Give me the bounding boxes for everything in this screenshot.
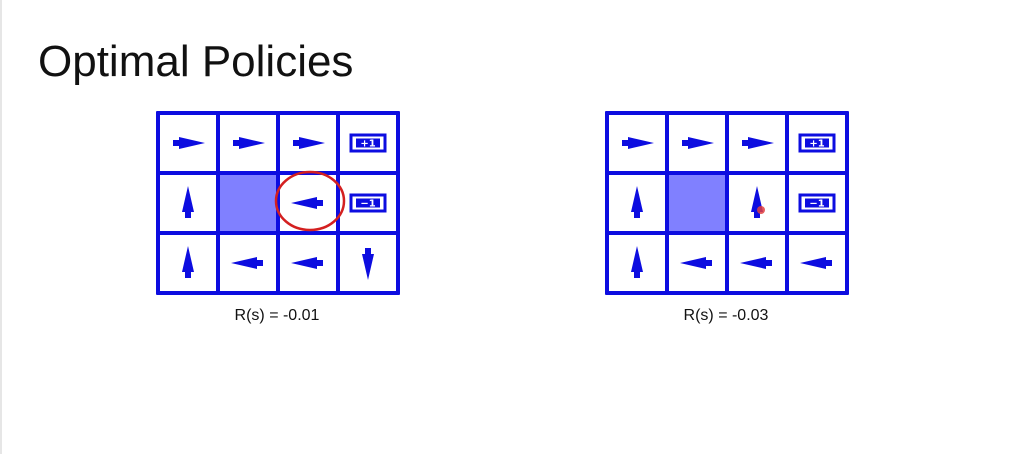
reward-label: +1 (360, 139, 375, 150)
reward-label: −1 (809, 199, 824, 210)
grid-cell-r0-c2 (742, 137, 774, 149)
grid-cell-r0-c0 (622, 137, 654, 149)
reward-label: −1 (360, 199, 375, 210)
reward-label-bg (356, 138, 380, 148)
arrow-left-icon (291, 257, 323, 269)
grid-cell-r1-c1 (667, 173, 727, 233)
cursor-dot (757, 206, 765, 214)
grid-cell-r2-c3 (362, 248, 374, 280)
grid-cell-r1-c0 (631, 186, 643, 218)
wall-cell (667, 173, 727, 233)
grid-cell-r2-c0 (631, 246, 643, 278)
policy-caption-left: R(s) = -0.01 (234, 307, 320, 324)
arrow-down-icon (362, 248, 374, 280)
arrow-right-icon (293, 137, 325, 149)
grid-cell-r1-c0 (182, 186, 194, 218)
arrow-up-icon (182, 246, 194, 278)
grid-cell-r2-c1 (680, 257, 712, 269)
grid-cell-r1-c2 (291, 197, 323, 209)
grid-cell-r2-c3 (800, 257, 832, 269)
arrow-right-icon (233, 137, 265, 149)
grid-cell-r2-c2 (291, 257, 323, 269)
arrow-right-icon (682, 137, 714, 149)
grid-cell-r1-c1 (218, 173, 278, 233)
grid-cell-r1-c3: −1 (798, 193, 836, 213)
arrow-right-icon (173, 137, 205, 149)
reward-label-bg (805, 138, 829, 148)
arrow-left-icon (231, 257, 263, 269)
arrow-right-icon (622, 137, 654, 149)
arrow-left-icon (680, 257, 712, 269)
grid-cell-r0-c3: +1 (798, 133, 836, 153)
highlight-circle (274, 170, 346, 232)
arrow-left-icon (740, 257, 772, 269)
slide-edge (0, 0, 2, 454)
arrow-left-icon (800, 257, 832, 269)
grid-cell-r0-c1 (682, 137, 714, 149)
arrow-up-icon (631, 186, 643, 218)
arrow-right-icon (742, 137, 774, 149)
reward-label-bg (805, 198, 829, 208)
slide-title: Optimal Policies (38, 37, 354, 86)
grid-cell-r2-c0 (182, 246, 194, 278)
policy-grid-right: +1 −1 (605, 111, 849, 295)
grid-cell-r2-c2 (740, 257, 772, 269)
grid-cell-r2-c1 (231, 257, 263, 269)
wall-cell (218, 173, 278, 233)
arrow-up-icon (182, 186, 194, 218)
arrow-left-icon (291, 197, 323, 209)
grid-cell-r0-c1 (233, 137, 265, 149)
grid-cell-r0-c3: +1 (349, 133, 387, 153)
grid-cell-r1-c3: −1 (349, 193, 387, 213)
arrow-up-icon (631, 246, 643, 278)
policy-grid-left: +1 −1 (156, 111, 400, 295)
reward-label: +1 (809, 139, 824, 150)
reward-label-bg (356, 198, 380, 208)
policy-caption-right: R(s) = -0.03 (683, 307, 769, 324)
grid-cell-r0-c0 (173, 137, 205, 149)
grid-cell-r0-c2 (293, 137, 325, 149)
